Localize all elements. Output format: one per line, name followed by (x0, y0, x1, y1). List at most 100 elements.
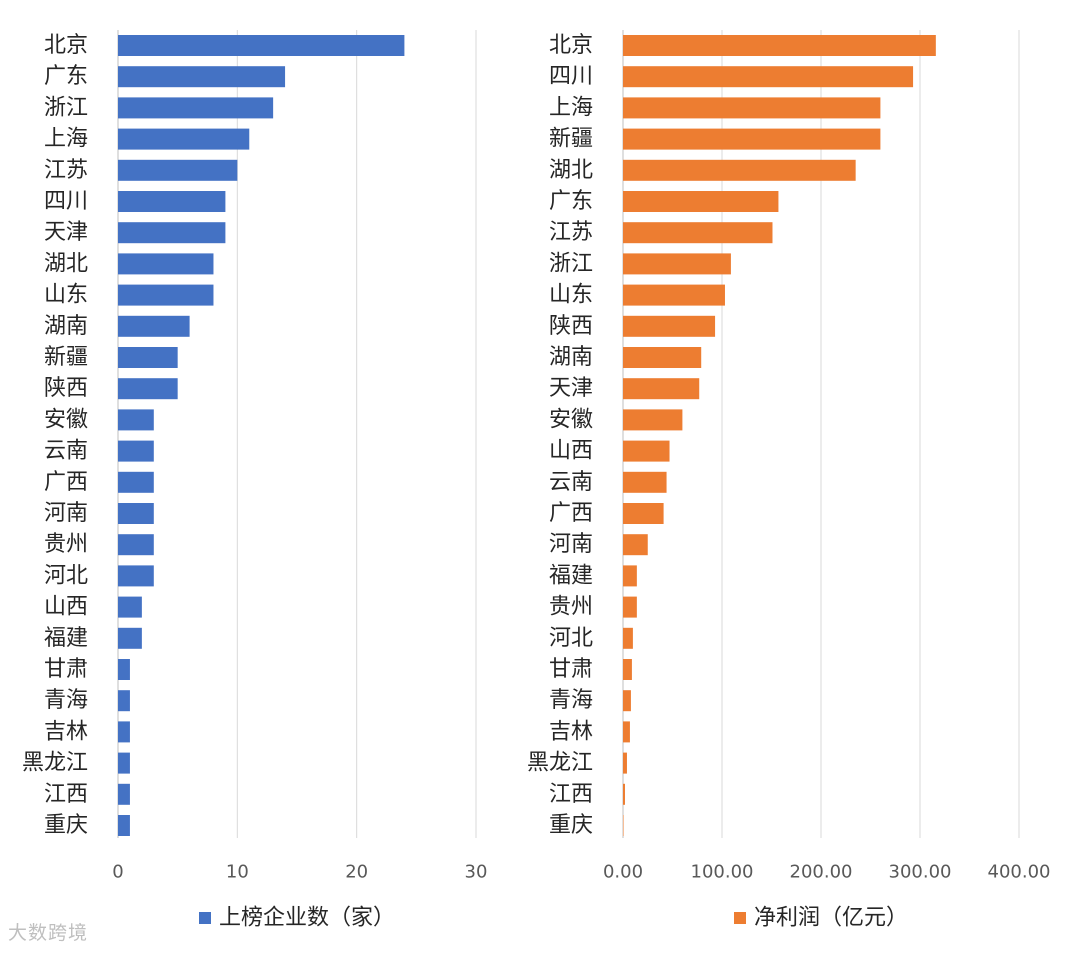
right-category-label: 湖南 (549, 345, 593, 370)
right-bar (623, 97, 881, 119)
right-category-label: 云南 (549, 470, 593, 495)
left-category-label: 福建 (44, 626, 88, 651)
right-bar (623, 191, 779, 212)
left-bar (118, 409, 154, 431)
right-bar (623, 128, 881, 150)
right-category-label: 重庆 (549, 813, 593, 838)
right-bar (623, 690, 631, 712)
left-bar (118, 66, 286, 88)
left-legend-label: 上榜企业数（家） (219, 906, 395, 931)
left-category-label: 重庆 (44, 813, 88, 838)
left-category-label: 甘肃 (44, 657, 88, 682)
left-bar (118, 253, 214, 275)
left-category-label: 上海 (44, 127, 88, 152)
left-category-label: 黑龙江 (22, 751, 88, 776)
right-bar (623, 222, 773, 244)
left-category-label: 安徽 (44, 407, 88, 432)
right-bar (623, 253, 731, 275)
right-category-label: 山西 (549, 439, 593, 464)
left-category-label: 新疆 (44, 345, 88, 370)
left-bar (118, 378, 178, 400)
right-category-label: 湖北 (549, 158, 593, 183)
right-bar (623, 35, 936, 56)
left-category-label: 河南 (44, 501, 88, 526)
left-bar (118, 596, 142, 618)
left-bar (118, 222, 226, 244)
left-bar (118, 534, 154, 556)
right-bar (623, 409, 683, 431)
left-category-label: 广西 (44, 470, 88, 495)
right-bar (623, 503, 664, 524)
left-bar (118, 627, 142, 649)
right-category-label: 河北 (549, 626, 593, 651)
right-category-label: 黑龙江 (527, 751, 593, 776)
right-category-label: 贵州 (549, 595, 593, 620)
right-bar (623, 565, 637, 587)
right-tick-label: 200.00 (790, 862, 853, 883)
left-category-label: 四川 (44, 189, 88, 214)
left-chart-enterprise-count: 北京广东浙江上海江苏四川天津湖北山东湖南新疆陕西安徽云南广西河南贵州河北山西福建… (22, 30, 487, 931)
left-tick-label: 0 (112, 862, 123, 883)
right-bar (623, 752, 627, 774)
left-category-label: 吉林 (44, 719, 88, 744)
left-bar (118, 284, 214, 306)
right-category-label: 吉林 (549, 719, 593, 744)
right-category-label: 江西 (549, 782, 593, 807)
right-category-label: 浙江 (549, 251, 593, 276)
right-bar (623, 440, 670, 462)
left-category-label: 山西 (44, 595, 88, 620)
right-tick-label: 100.00 (691, 862, 754, 883)
left-bar (118, 503, 154, 524)
right-category-label: 天津 (549, 376, 593, 401)
left-bar (118, 191, 226, 212)
left-bar (118, 315, 190, 337)
left-tick-label: 10 (226, 862, 249, 883)
left-category-label: 青海 (44, 688, 88, 713)
right-bar (623, 534, 648, 556)
right-bar (623, 347, 702, 368)
right-bar (623, 66, 914, 88)
left-bar (118, 440, 154, 462)
left-bar (118, 35, 405, 56)
right-category-label: 山东 (549, 283, 593, 308)
right-bar (623, 627, 633, 649)
right-category-label: 甘肃 (549, 657, 593, 682)
left-bar (118, 159, 238, 181)
left-bar (118, 659, 130, 680)
right-chart-net-profit: 北京四川上海新疆湖北广东江苏浙江山东陕西湖南天津安徽山西云南广西河南福建贵州河北… (527, 30, 1050, 931)
left-category-label: 江苏 (44, 158, 88, 183)
right-legend-label: 净利润（亿元） (754, 906, 908, 931)
left-category-label: 河北 (44, 563, 88, 588)
right-bar (623, 315, 716, 337)
left-category-label: 浙江 (44, 95, 88, 120)
right-bar (623, 596, 637, 618)
right-category-label: 陕西 (549, 314, 593, 339)
left-category-label: 广东 (44, 64, 88, 89)
left-category-label: 云南 (44, 439, 88, 464)
left-bar (118, 690, 130, 712)
right-bar (623, 721, 630, 743)
left-bar (118, 721, 130, 743)
right-category-label: 福建 (549, 563, 593, 588)
left-bar (118, 565, 154, 587)
right-tick-label: 300.00 (889, 862, 952, 883)
right-tick-label: 0.00 (603, 862, 643, 883)
right-category-label: 河南 (549, 532, 593, 557)
right-bar (623, 471, 667, 493)
left-category-label: 湖南 (44, 314, 88, 339)
right-category-label: 广东 (549, 189, 593, 214)
left-bar (118, 815, 130, 836)
right-category-label: 四川 (549, 64, 593, 89)
left-category-label: 山东 (44, 283, 88, 308)
right-category-label: 江苏 (549, 220, 593, 245)
right-legend-swatch (734, 912, 746, 924)
left-category-label: 陕西 (44, 376, 88, 401)
left-bar (118, 347, 178, 368)
right-category-label: 青海 (549, 688, 593, 713)
left-bar (118, 128, 250, 150)
right-category-label: 安徽 (549, 407, 593, 432)
left-legend-swatch (199, 912, 211, 924)
left-tick-label: 30 (465, 862, 488, 883)
left-bar (118, 752, 130, 774)
right-bar (623, 659, 632, 680)
